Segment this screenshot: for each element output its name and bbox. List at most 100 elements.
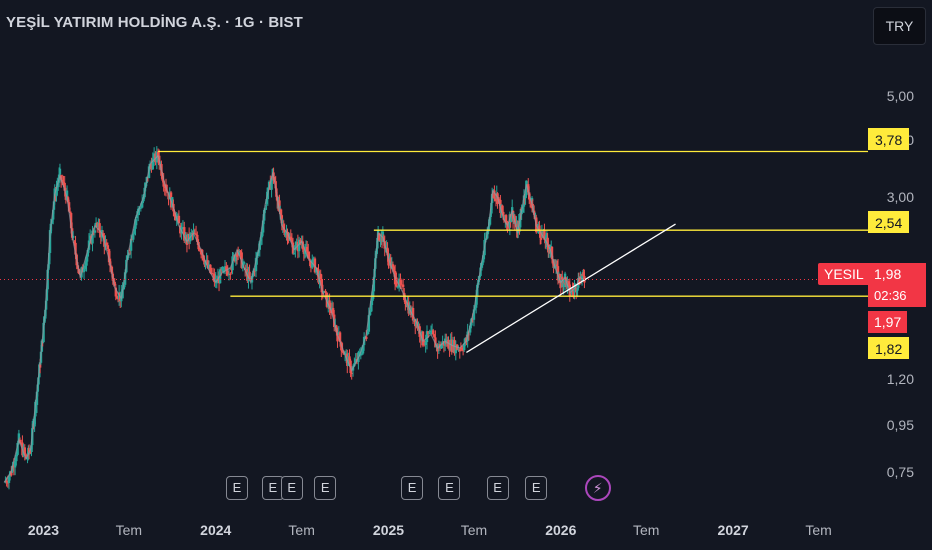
candle-body (215, 282, 219, 284)
candle-body (400, 284, 404, 286)
candle-body (93, 230, 97, 233)
candle-body (312, 258, 315, 260)
candle-body (360, 353, 364, 355)
candle-body (348, 356, 351, 361)
candle-body (15, 454, 18, 462)
candle-body (73, 241, 76, 243)
candle-body (270, 178, 273, 190)
candle-body (576, 287, 579, 291)
candle-body (213, 273, 216, 283)
candle-body (209, 264, 212, 273)
candle-body (358, 351, 361, 353)
candle-body (151, 158, 154, 170)
candle-body (490, 203, 493, 214)
candle-body (122, 284, 126, 290)
candle-body (106, 245, 110, 250)
candle-body (278, 200, 281, 212)
candle-body (66, 197, 70, 203)
candle-body (202, 255, 205, 261)
candle-body (372, 277, 376, 292)
candle-body (548, 249, 551, 251)
candle-body (82, 268, 86, 273)
time-tick: Tem (460, 522, 488, 538)
candle-body (167, 192, 170, 200)
earnings-marker[interactable]: E (486, 476, 509, 500)
candle-body (156, 151, 160, 157)
candle-body (337, 332, 340, 335)
candle-body (323, 290, 326, 293)
earnings-marker[interactable]: E (280, 476, 303, 500)
candle-body (71, 235, 75, 238)
candle-body (264, 208, 267, 210)
candle-body (284, 232, 287, 236)
candle-body (238, 250, 241, 255)
candle-body (254, 257, 258, 272)
candle-body (206, 260, 209, 268)
candle-body (510, 216, 513, 222)
candle-body (7, 476, 11, 484)
candle-body (377, 233, 381, 240)
time-tick: 2027 (717, 522, 749, 538)
candle-body (494, 198, 498, 200)
candle-body (152, 153, 156, 159)
candle-body (328, 300, 331, 309)
candle-body (63, 182, 66, 191)
candle-body (299, 239, 302, 244)
earnings-marker[interactable]: E (401, 476, 424, 500)
candle-body (107, 249, 111, 263)
candle-body (280, 215, 284, 224)
candle-body (265, 199, 268, 204)
candle-body (538, 225, 541, 231)
candle-body (234, 254, 238, 262)
earnings-marker[interactable]: E (314, 476, 337, 500)
candle-body (522, 206, 525, 210)
candle-body (114, 287, 118, 297)
earnings-marker[interactable]: E (438, 476, 461, 500)
candle-body (552, 263, 555, 268)
candle-body (16, 442, 19, 455)
trend-line (466, 223, 676, 353)
candle-body (392, 267, 396, 271)
earnings-marker[interactable]: E (525, 476, 548, 500)
candle-body (58, 168, 62, 175)
candle-body (140, 201, 144, 208)
candle-body (527, 184, 530, 193)
symbol-badge: YESIL (818, 263, 870, 285)
candle-body (12, 465, 16, 468)
candle-body (253, 270, 256, 272)
candle-body (386, 247, 389, 256)
candle-body (546, 237, 549, 245)
candle-body (319, 273, 322, 279)
candle-body (336, 332, 339, 342)
candle-body (261, 220, 265, 233)
candle-body (101, 233, 105, 237)
candle-body (68, 211, 72, 214)
time-tick: Tem (115, 522, 143, 538)
candle-body (55, 187, 58, 197)
candle-body (354, 359, 357, 364)
last-price-label: 1,98 (868, 263, 926, 285)
candle-body (305, 246, 309, 252)
candle-body (411, 307, 415, 321)
candle-body (440, 344, 443, 349)
lightning-bolt-icon[interactable]: ⚡ (584, 475, 611, 501)
candle-body (320, 278, 323, 293)
candle-body (524, 195, 527, 199)
candle-body (424, 342, 427, 345)
candle-body (194, 233, 198, 235)
earnings-marker[interactable]: E (261, 476, 284, 500)
time-tick: 2025 (372, 522, 405, 538)
candle-body (378, 239, 381, 241)
candle-body (229, 273, 232, 275)
candle-body (473, 307, 477, 310)
price-tick: 1,20 (886, 370, 914, 387)
candle-body (457, 349, 460, 351)
candle-body (196, 234, 199, 242)
candle-body (460, 348, 464, 350)
candle-body (67, 202, 71, 212)
candle-body (433, 334, 436, 338)
currency-button[interactable]: TRY (873, 7, 926, 45)
candle-body (559, 282, 563, 287)
earnings-marker[interactable]: E (225, 476, 248, 500)
